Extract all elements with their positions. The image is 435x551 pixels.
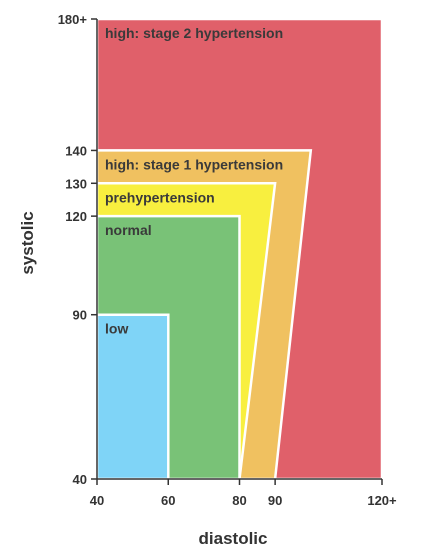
zone-low (95, 313, 170, 481)
zones-layer (95, 17, 384, 481)
y-tick-label: 90 (73, 308, 87, 323)
zone-label-high-stage-2-hypertension: high: stage 2 hypertension (105, 25, 283, 41)
x-tick-label: 90 (268, 493, 282, 508)
y-tick-label: 130 (65, 176, 87, 191)
zone-labels-layer: high: stage 2 hypertension high: stage 1 … (105, 25, 283, 337)
x-tick-label: 80 (232, 493, 246, 508)
y-tick-label: 40 (73, 472, 87, 487)
y-tick-label: 140 (65, 143, 87, 158)
y-tick-label: 180+ (58, 12, 88, 27)
y-axis-label: systolic (18, 211, 37, 274)
zone-label-high-stage-1-hypertension: high: stage 1 hypertension (105, 156, 283, 172)
zone-label-low: low (105, 321, 128, 337)
zone-label-prehypertension: prehypertension (105, 189, 215, 205)
axes-layer: 40 90 120 130 140 180+ 40 60 80 90 120+ (58, 12, 397, 508)
x-tick-label: 120+ (367, 493, 397, 508)
y-tick-label: 120 (65, 209, 87, 224)
x-tick-label: 40 (90, 493, 104, 508)
x-tick-label: 60 (161, 493, 175, 508)
zone-label-normal: normal (105, 222, 152, 238)
x-axis-label: diastolic (199, 529, 268, 548)
